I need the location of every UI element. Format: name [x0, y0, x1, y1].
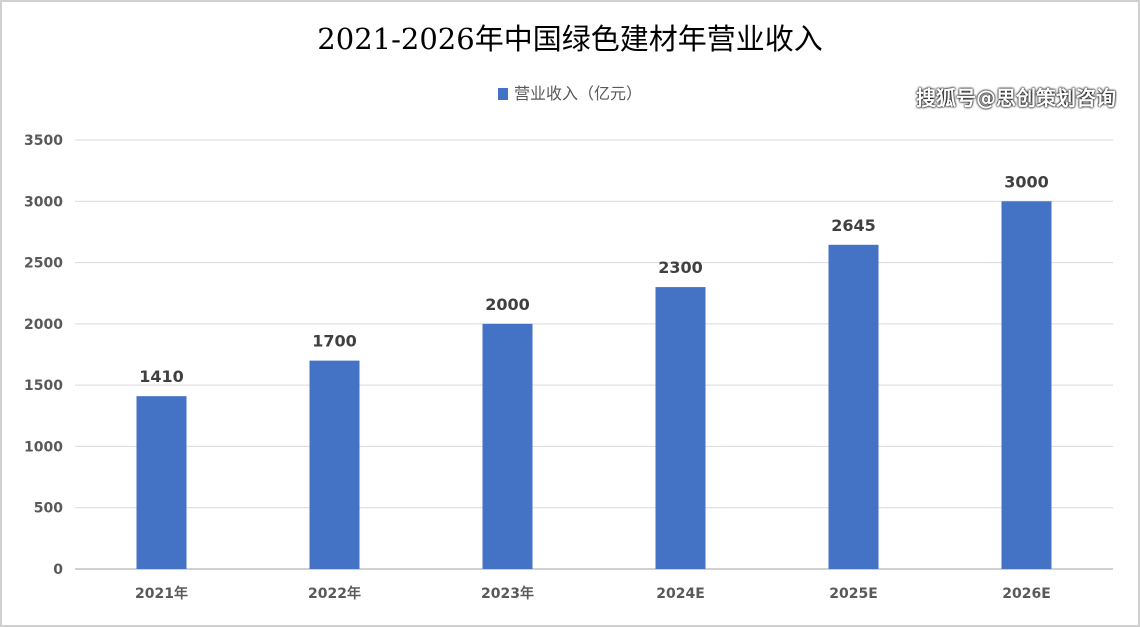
source-watermark: 搜狐号@思创策划咨询: [916, 86, 1116, 110]
data-label: 2000: [485, 295, 530, 314]
data-label: 3000: [1004, 172, 1049, 191]
x-tick-label: 2023年: [481, 585, 534, 602]
data-label: 1700: [312, 332, 357, 351]
bar: [136, 396, 187, 569]
y-tick-label: 3000: [24, 194, 63, 210]
data-label: 2645: [831, 216, 876, 235]
x-tick-label: 2021年: [135, 585, 188, 602]
x-tick-label: 2026E: [1002, 586, 1051, 602]
y-tick-label: 1500: [24, 378, 63, 394]
legend-swatch: [497, 88, 508, 100]
y-tick-label: 2500: [24, 256, 63, 272]
bar: [1001, 201, 1052, 570]
x-tick-label: 2022年: [308, 585, 361, 602]
bar: [309, 360, 360, 569]
x-tick-label: 2024E: [656, 586, 705, 602]
y-tick-label: 2000: [24, 317, 63, 333]
y-tick-label: 3500: [24, 133, 63, 149]
data-label: 1410: [139, 367, 184, 386]
legend: 营业收入（亿元）: [0, 80, 1140, 104]
data-label: 2300: [658, 258, 703, 277]
bar: [828, 244, 879, 569]
x-tick-label: 2025E: [829, 586, 878, 602]
chart-title: 2021-2026年中国绿色建材年营业收入: [317, 22, 823, 56]
y-tick-label: 1000: [24, 439, 63, 455]
bar: [655, 287, 706, 569]
bar: [482, 323, 533, 569]
y-tick-label: 500: [34, 501, 63, 517]
y-tick-label: 0: [53, 562, 63, 578]
legend-label: 营业收入（亿元）: [513, 84, 642, 103]
